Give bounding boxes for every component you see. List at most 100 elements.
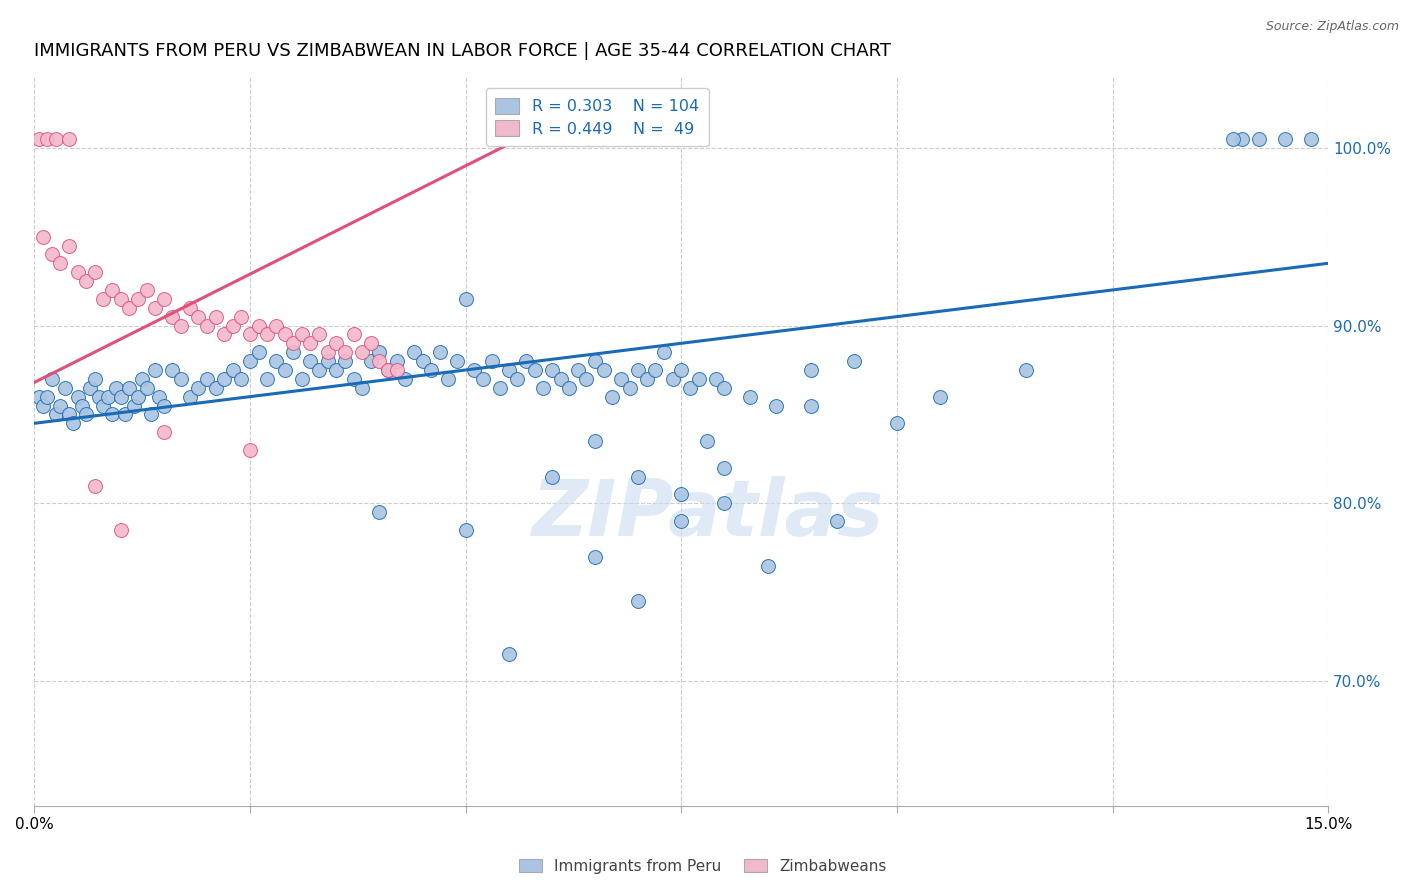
Point [429,345,451,359]
Point [661,372,683,386]
Point [37,132,59,146]
Point [110,390,132,404]
Point [671,514,693,528]
Point [550,372,572,386]
Point [32,229,55,244]
Legend: Immigrants from Peru, Zimbabweans: Immigrants from Peru, Zimbabweans [513,853,893,880]
Point [93,399,115,413]
Point [352,345,374,359]
Point [437,372,460,386]
Point [394,372,416,386]
Point [377,363,399,377]
Point [239,327,262,342]
Point [179,390,201,404]
Point [679,381,702,395]
Point [264,354,287,368]
Point [114,408,136,422]
Point [627,469,650,483]
Point [58,408,80,422]
Point [385,354,408,368]
Point [929,390,952,404]
Point [231,372,253,386]
Point [179,301,201,315]
Point [58,132,80,146]
Point [187,310,209,324]
Point [333,345,356,359]
Point [842,354,865,368]
Point [247,345,270,359]
Text: Source: ZipAtlas.com: Source: ZipAtlas.com [1265,20,1399,33]
Point [291,372,314,386]
Point [110,523,132,537]
Point [118,301,141,315]
Text: IMMIGRANTS FROM PERU VS ZIMBABWEAN IN LABOR FORCE | AGE 35-44 CORRELATION CHART: IMMIGRANTS FROM PERU VS ZIMBABWEAN IN LA… [34,42,891,60]
Point [583,549,606,564]
Point [523,363,546,377]
Point [70,399,93,413]
Point [1222,132,1244,146]
Point [32,399,55,413]
Point [28,390,51,404]
Point [740,390,762,404]
Point [281,345,304,359]
Point [162,310,184,324]
Point [53,381,76,395]
Point [412,354,434,368]
Point [825,514,848,528]
Point [256,327,278,342]
Point [713,496,735,510]
Point [264,318,287,333]
Point [368,354,391,368]
Point [352,381,374,395]
Point [204,310,226,324]
Point [713,460,735,475]
Point [713,381,735,395]
Point [368,345,391,359]
Point [481,354,503,368]
Point [627,363,650,377]
Point [143,363,166,377]
Point [308,363,330,377]
Point [454,292,477,306]
Point [368,505,391,519]
Point [360,336,382,351]
Point [765,399,787,413]
Point [756,558,779,573]
Point [93,292,115,306]
Point [101,283,124,297]
Point [105,381,128,395]
Point [247,318,270,333]
Point [1230,132,1253,146]
Point [385,363,408,377]
Point [498,363,520,377]
Point [212,327,235,342]
Point [41,372,63,386]
Point [541,469,564,483]
Point [688,372,710,386]
Point [122,399,145,413]
Point [45,408,67,422]
Point [644,363,666,377]
Point [402,345,425,359]
Point [281,336,304,351]
Point [498,648,520,662]
Point [636,372,658,386]
Point [45,132,67,146]
Point [152,399,174,413]
Point [308,327,330,342]
Point [704,372,727,386]
Point [489,381,512,395]
Point [583,354,606,368]
Point [471,372,494,386]
Point [66,265,89,279]
Point [212,372,235,386]
Point [696,434,718,448]
Point [127,390,149,404]
Point [454,523,477,537]
Point [139,408,162,422]
Point [204,381,226,395]
Point [28,132,51,146]
Point [1299,132,1322,146]
Point [671,363,693,377]
Point [610,372,633,386]
